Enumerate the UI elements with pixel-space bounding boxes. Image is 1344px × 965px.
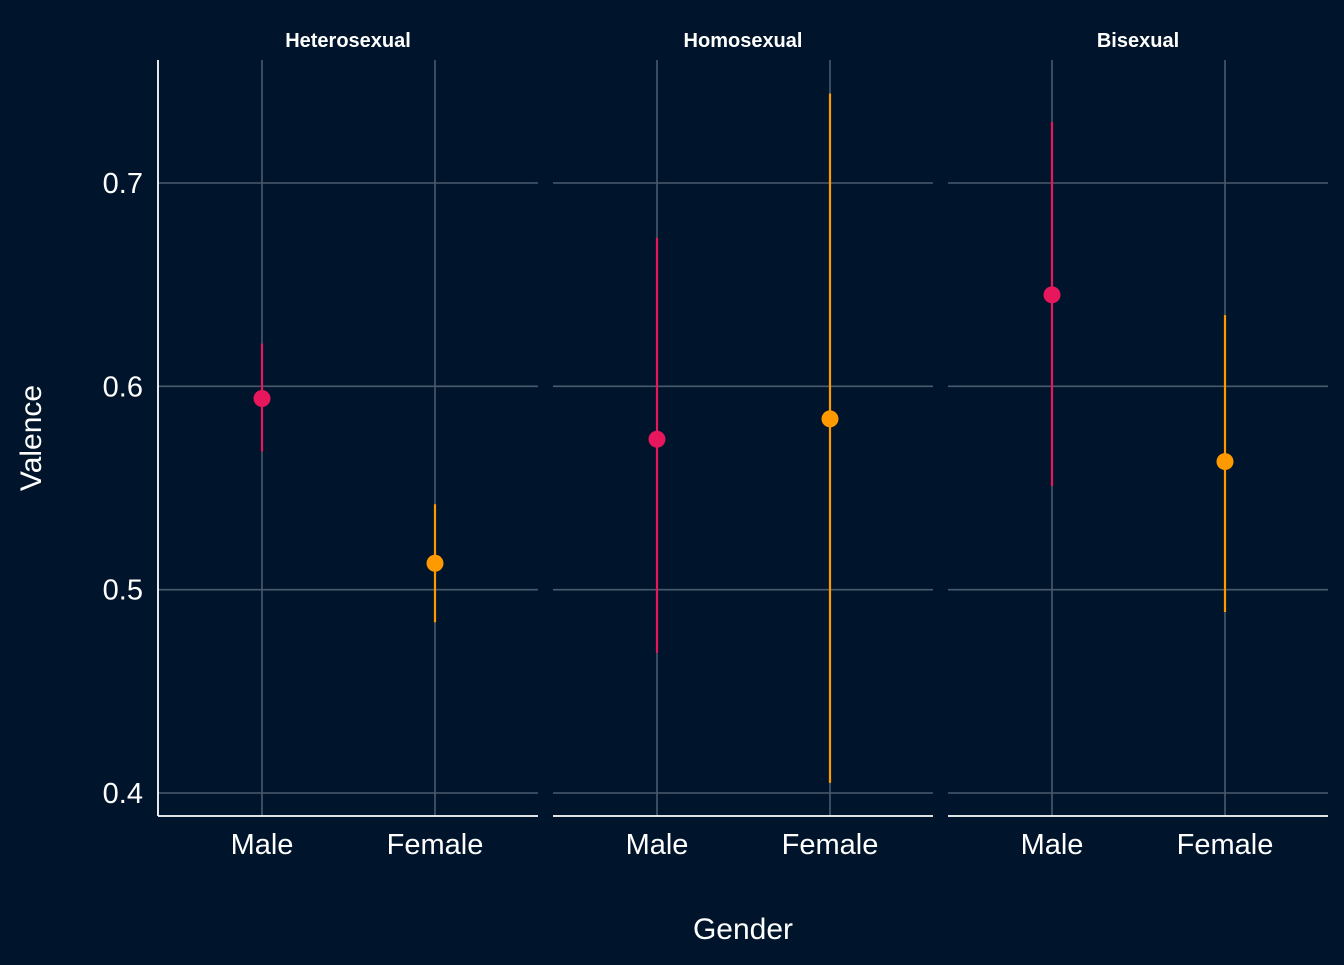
x-tick-label: Female — [782, 829, 879, 861]
x-tick-label: Male — [231, 829, 294, 861]
y-tick-label: 0.6 — [103, 371, 143, 403]
x-tick-label: Female — [387, 829, 484, 861]
x-axis-title: Gender — [693, 913, 793, 946]
data-point — [1216, 453, 1234, 471]
y-axis-tick-labels: 0.4 0.5 0.6 0.7 — [103, 168, 143, 810]
facet-panel: Homosexual Male Female — [553, 30, 933, 861]
data-point — [648, 430, 666, 448]
y-axis-title: Valence — [15, 385, 48, 491]
data-point — [253, 390, 271, 408]
x-tick-label: Female — [1177, 829, 1274, 861]
facet-title: Bisexual — [1097, 30, 1179, 52]
y-tick-label: 0.5 — [103, 575, 143, 607]
facet-panels: Heterosexual Male Female Homosexual Male Fema… — [157, 30, 1328, 861]
y-tick-label: 0.7 — [103, 168, 143, 200]
facet-panel: Bisexual Male Female — [948, 30, 1328, 861]
x-tick-label: Male — [626, 829, 689, 861]
data-point — [821, 410, 839, 428]
x-tick-label: Male — [1021, 829, 1084, 861]
facet-panel: Heterosexual Male Female — [157, 30, 538, 861]
data-point — [1043, 286, 1061, 304]
facet-title: Homosexual — [684, 30, 803, 52]
y-tick-label: 0.4 — [103, 778, 143, 810]
data-point — [426, 554, 444, 572]
facet-title: Heterosexual — [285, 30, 411, 52]
